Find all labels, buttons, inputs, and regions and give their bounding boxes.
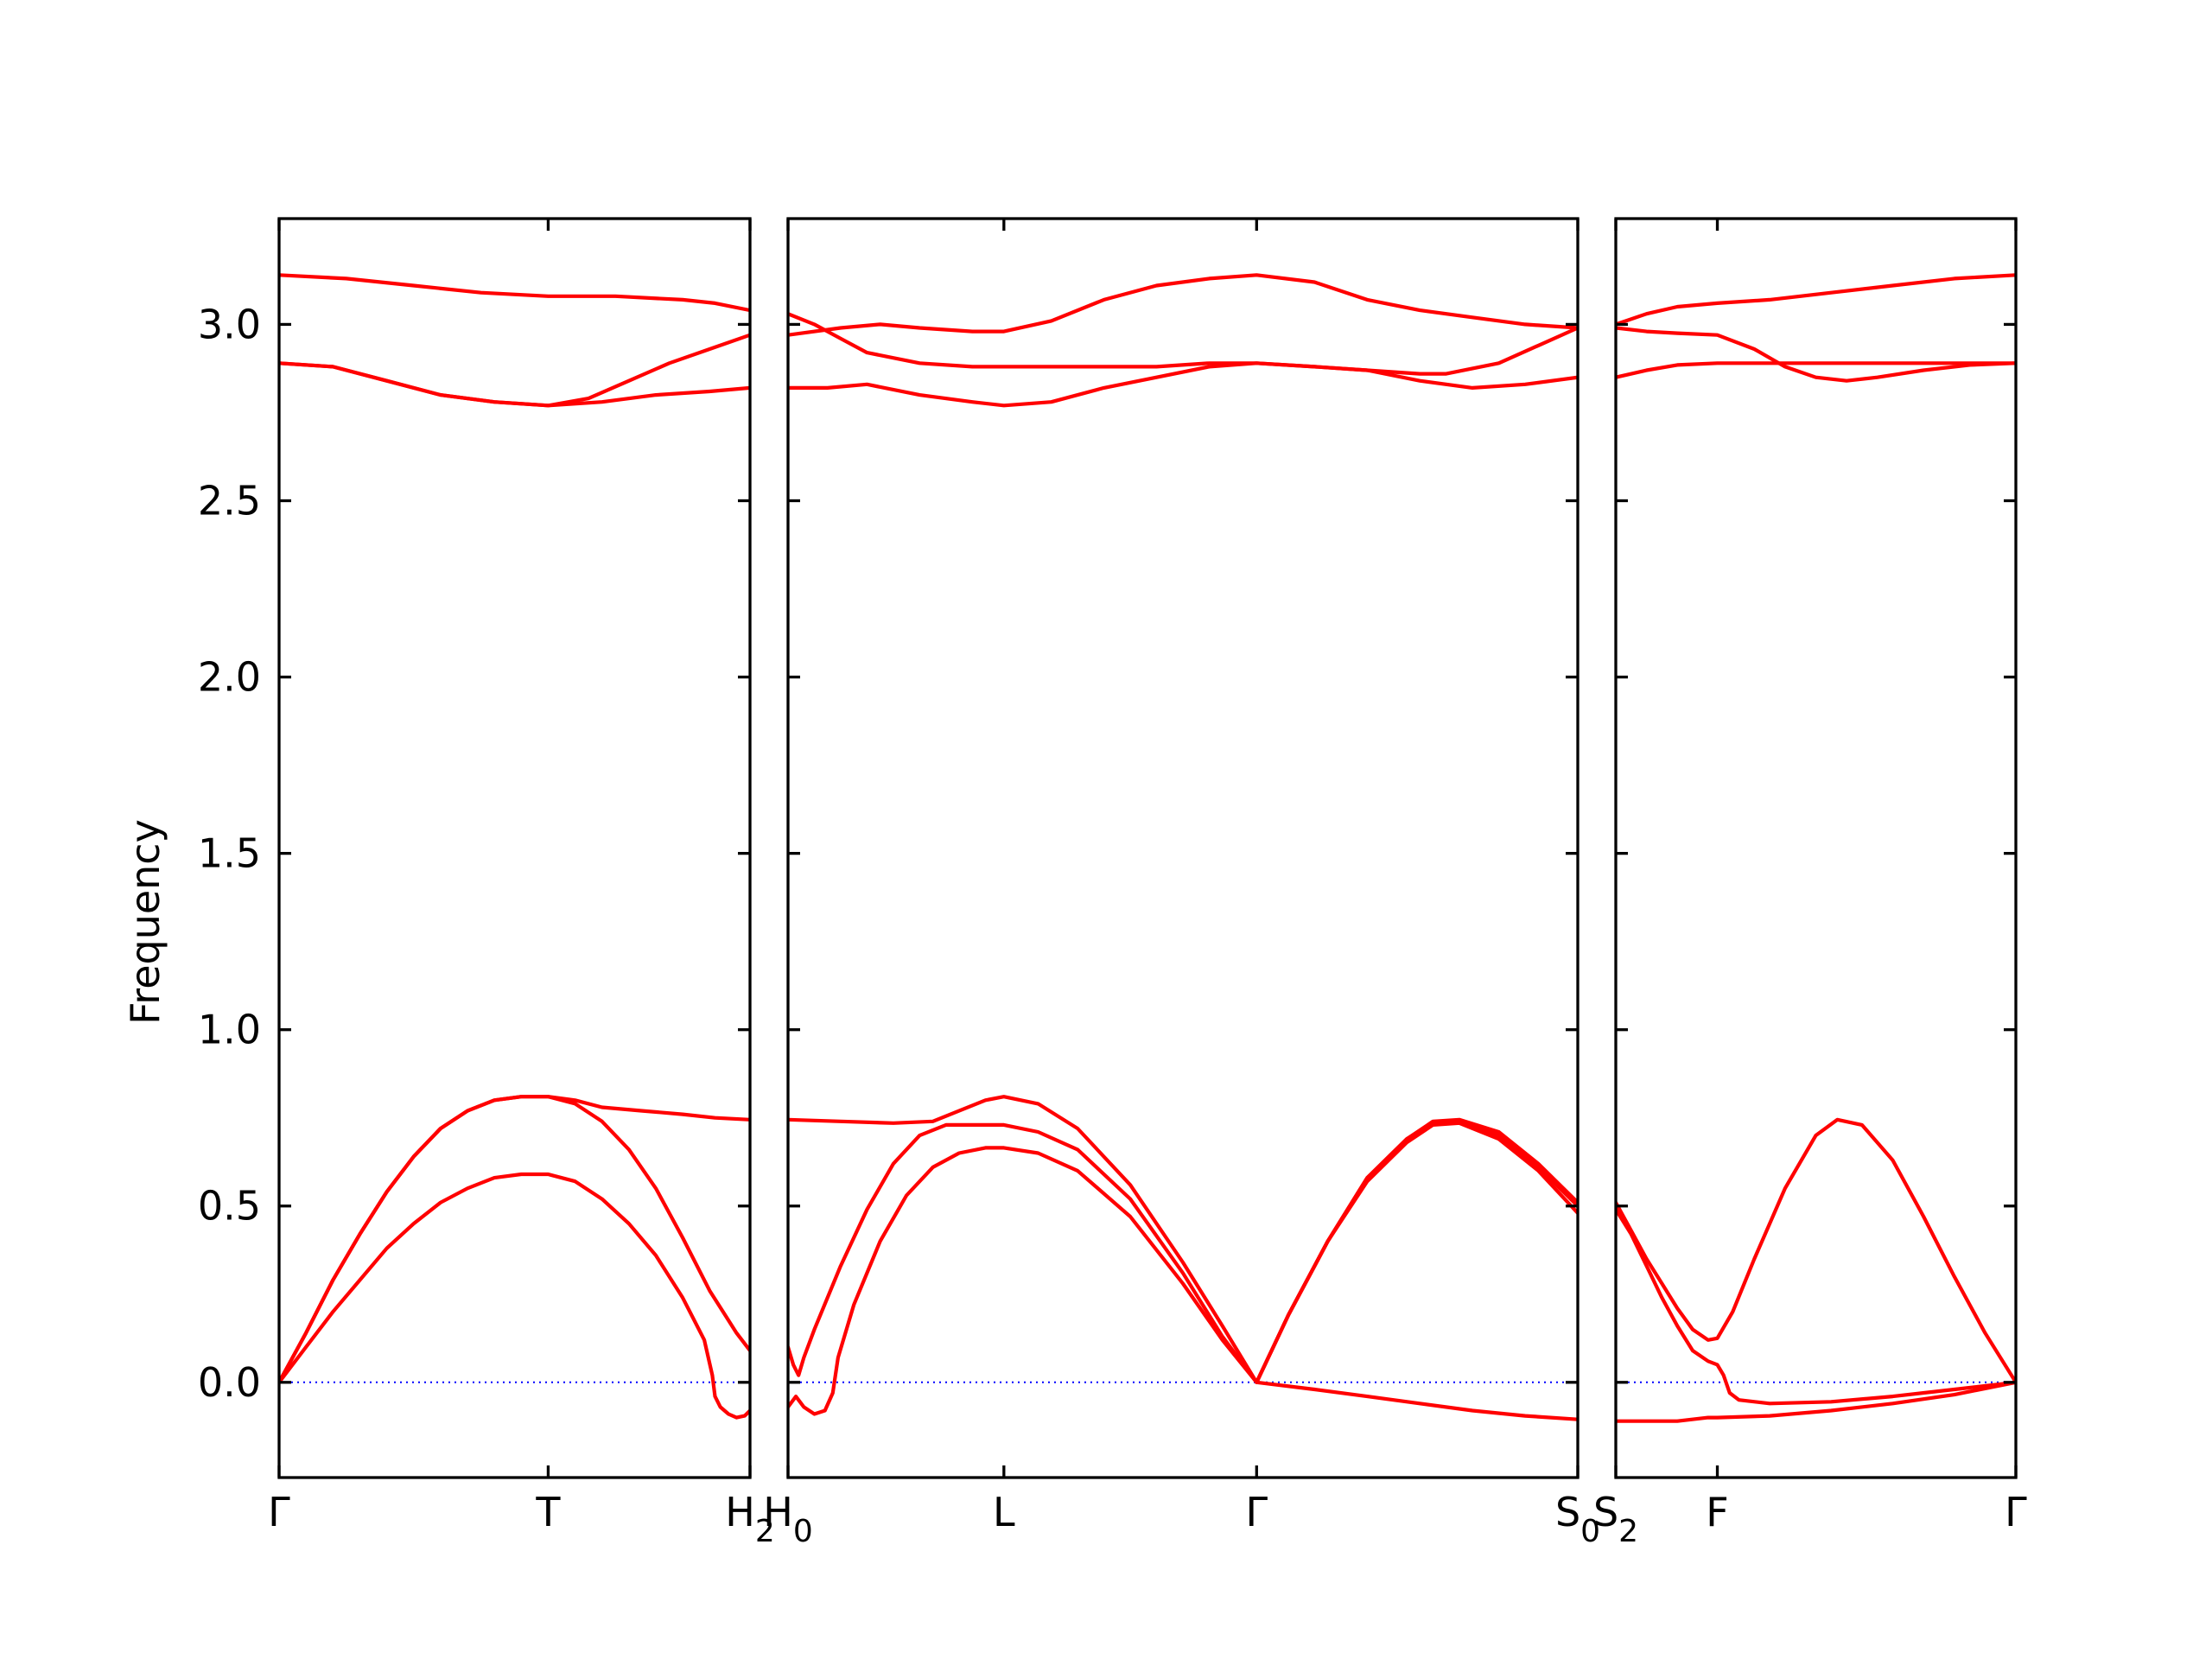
x-tick-label: H2 [725,1489,775,1549]
band-line-5 [1616,1207,2016,1406]
band-line-3 [279,361,750,408]
y-tick-label: 3.0 [198,301,261,347]
x-tick-label: Γ [2005,1489,2027,1535]
x-tick-label: L [993,1489,1015,1535]
band-line-6 [279,1172,750,1420]
panel-frame [786,217,1580,1479]
band-line-4 [788,1095,1578,1384]
y-axis: 0.0 0.5 1.0 1.5 2.0 2.5 3.0 [198,301,261,1405]
band-line-6 [1616,1380,2016,1423]
panel-frame [1614,217,2018,1479]
band-line-2 [1616,326,2016,383]
band-line-1 [279,273,750,313]
panel-3: S2 F Γ [1593,217,2027,1549]
y-tick-label: 1.5 [198,830,261,877]
band-line-6 [788,1117,1578,1416]
band-line-5 [788,1121,1578,1384]
y-tick-label: 0.0 [198,1359,261,1406]
band-line-4 [1616,1117,2016,1384]
band-line-5 [279,1095,750,1384]
y-tick-label: 2.0 [198,654,261,701]
panel-1: Γ T H2 [268,217,775,1549]
band-line-4 [279,1095,750,1384]
x-tick-label: Γ [268,1489,290,1535]
x-tick-label: Γ [1245,1489,1268,1535]
panel-frame [277,217,752,1479]
x-tick-label: T [535,1489,561,1535]
x-tick-label: H0 [763,1489,813,1549]
x-tick-label: F [1706,1489,1728,1535]
x-tick-label: S2 [1593,1489,1638,1549]
band-line-1 [1616,273,2016,327]
band-line-3 [1616,361,2016,379]
y-tick-label: 2.5 [198,477,261,524]
panel-2: H0 L Γ S0 [763,217,1600,1549]
x-tick-label: S0 [1555,1489,1600,1549]
band-line-3 [788,361,1578,408]
y-tick-label: 0.5 [198,1183,261,1230]
band-line-1 [788,312,1578,376]
y-tick-label: 1.0 [198,1007,261,1053]
band-line-7 [1255,1380,1578,1421]
band-line-2 [788,273,1578,337]
y-axis-label: Frequency [122,819,168,1025]
